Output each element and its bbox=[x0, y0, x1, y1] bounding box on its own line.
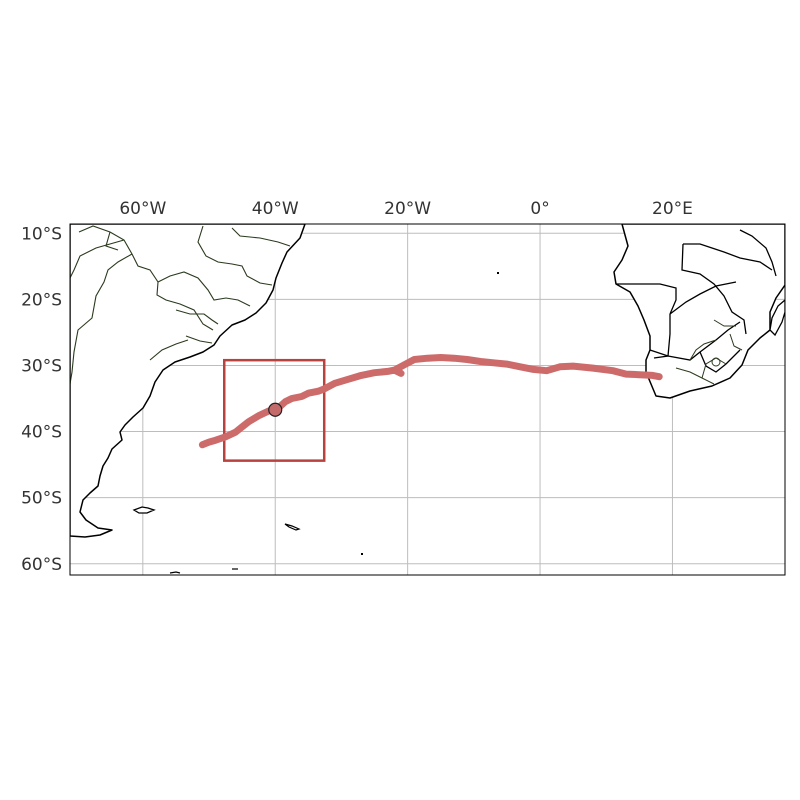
lesotho-region bbox=[711, 357, 721, 367]
island-dot bbox=[361, 553, 363, 555]
longitude-labels: 60°W 40°W 20°W 0° 20°E bbox=[119, 199, 693, 219]
longitude-tick-label: 60°W bbox=[119, 199, 166, 219]
longitude-tick-label: 20°W bbox=[384, 199, 431, 219]
island-dot bbox=[169, 571, 181, 574]
longitude-tick-label: 40°W bbox=[252, 199, 299, 219]
map-frame bbox=[69, 223, 786, 576]
island-dot bbox=[497, 272, 499, 274]
latitude-labels: 10°S 20°S 30°S 40°S 50°S 60°S bbox=[21, 224, 62, 575]
longitude-tick-label: 0° bbox=[530, 199, 549, 219]
south-america-land bbox=[70, 224, 306, 538]
south-africa-region-borders bbox=[675, 319, 743, 385]
position-marker bbox=[268, 402, 283, 417]
region-box bbox=[223, 358, 326, 462]
africa-land bbox=[613, 224, 785, 399]
latitude-tick-label: 10°S bbox=[21, 224, 62, 244]
latitude-tick-label: 60°S bbox=[21, 555, 62, 575]
south-america-borders bbox=[70, 225, 291, 385]
longitude-tick-label: 20°E bbox=[652, 199, 693, 219]
falkland-islands bbox=[132, 506, 156, 514]
latitude-tick-label: 40°S bbox=[21, 423, 62, 443]
latitude-tick-label: 30°S bbox=[21, 356, 62, 376]
south-georgia-island bbox=[284, 523, 301, 531]
latitude-tick-label: 50°S bbox=[21, 489, 62, 509]
latitude-tick-label: 20°S bbox=[21, 290, 62, 310]
africa-borders bbox=[616, 229, 777, 373]
track-line bbox=[198, 354, 663, 449]
